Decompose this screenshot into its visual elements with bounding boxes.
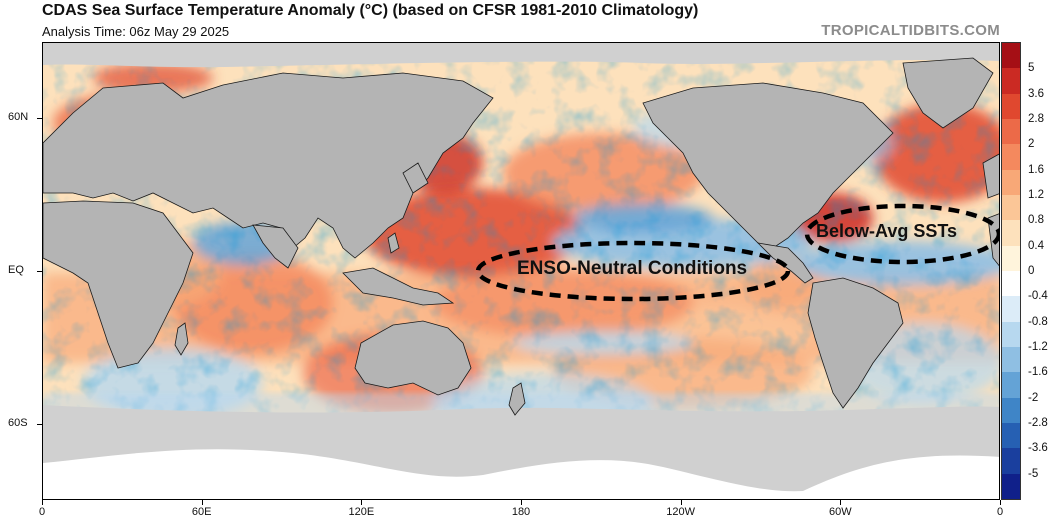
australia <box>354 320 472 396</box>
eurasia <box>43 72 494 259</box>
maritime-continent <box>342 267 455 306</box>
colorbar-segment <box>1002 220 1020 247</box>
colorbar-label: -5 <box>1028 467 1039 480</box>
lon-tick <box>361 500 363 505</box>
colorbar-segment <box>1002 397 1020 424</box>
colorbar-label: 2.8 <box>1028 113 1044 125</box>
colorbar-label: 1.6 <box>1028 163 1044 176</box>
colorbar-segment <box>1002 119 1020 145</box>
colorbar-segment <box>1002 372 1020 399</box>
philippines-japan <box>387 162 429 254</box>
colorbar-label: 0 <box>1028 265 1035 277</box>
lon-tick <box>201 500 203 505</box>
colorbar-segment <box>1002 296 1020 323</box>
colorbar-label: -0.4 <box>1028 290 1048 303</box>
colorbar-label: -2 <box>1028 391 1039 404</box>
new-zealand <box>508 382 526 416</box>
colorbar-segment <box>1002 43 1020 69</box>
colorbar-segment <box>1002 144 1020 171</box>
colorbar-label: 3.6 <box>1028 87 1044 100</box>
north-america <box>642 82 894 249</box>
analysis-time: Analysis Time: 06z May 29 2025 <box>42 24 230 39</box>
sst-anomaly-map <box>42 42 1000 500</box>
lon-label-0: 0 <box>996 506 1004 518</box>
lat-label-eq: EQ <box>8 264 24 276</box>
colorbar-label: 0.4 <box>1028 239 1044 252</box>
colorbar-segment <box>1002 271 1020 297</box>
colorbar-segment <box>1002 169 1020 196</box>
colorbar-label: -1.6 <box>1028 366 1048 379</box>
enso-neutral-annotation: ENSO-Neutral Conditions <box>517 258 748 279</box>
lon-tick <box>840 500 842 505</box>
colorbar-label: -1.2 <box>1028 341 1048 353</box>
lat-tick <box>37 118 42 120</box>
lon-label-120e: 120E <box>348 506 375 518</box>
madagascar <box>174 322 189 356</box>
colorbar-segment <box>1002 448 1020 475</box>
colorbar-label: -3.6 <box>1028 442 1048 455</box>
colorbar-label: 5 <box>1028 62 1035 75</box>
south-america <box>807 277 904 409</box>
continents <box>43 57 999 416</box>
colorbar-segment <box>1002 93 1020 120</box>
colorbar-segment <box>1002 423 1020 449</box>
lon-label-60w: 60W <box>829 506 852 518</box>
colorbar-label: -0.8 <box>1028 315 1048 328</box>
lon-tick <box>1000 500 1001 505</box>
below-avg-ellipse <box>804 203 999 265</box>
antarctica <box>43 449 999 499</box>
map-title: CDAS Sea Surface Temperature Anomaly (°C… <box>42 2 699 19</box>
colorbar-label: 2 <box>1028 138 1035 151</box>
lon-tick <box>521 500 522 505</box>
colorbar-segment <box>1002 68 1020 95</box>
lat-tick <box>37 271 42 272</box>
west-africa-edge <box>987 213 999 267</box>
colorbar-label: 0.8 <box>1028 214 1044 227</box>
colorbar-label: 1.2 <box>1028 189 1044 201</box>
map-canvas <box>43 43 999 499</box>
colorbar-segment <box>1002 245 1020 272</box>
colorbar-segment <box>1002 321 1020 348</box>
site-credit: TROPICALTIDBITS.COM <box>821 22 1000 39</box>
lon-tick <box>680 500 682 505</box>
lat-label-60n: 60N <box>8 111 29 124</box>
lat-label-60s: 60S <box>8 416 28 429</box>
enso-neutral-ellipse <box>475 240 791 302</box>
colorbar-segment <box>1002 473 1020 500</box>
colorbar-label: -2.8 <box>1028 417 1048 429</box>
lon-label-120w: 120W <box>666 506 696 518</box>
colorbar-segment <box>1002 347 1020 373</box>
lon-tick <box>42 500 43 505</box>
below-avg-annotation: Below-Avg SSTs <box>816 221 958 241</box>
colorbar-segment <box>1002 195 1020 221</box>
lon-label-60e: 60E <box>191 506 212 518</box>
greenland <box>902 57 994 129</box>
iberia <box>982 153 999 199</box>
india <box>252 224 299 269</box>
lon-label-0: 0 <box>38 506 46 518</box>
lon-label-180: 180 <box>511 506 531 518</box>
lat-tick <box>37 423 42 425</box>
africa <box>43 200 194 369</box>
colorbar <box>1001 42 1021 500</box>
